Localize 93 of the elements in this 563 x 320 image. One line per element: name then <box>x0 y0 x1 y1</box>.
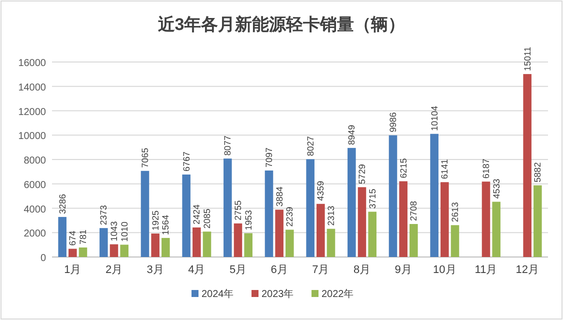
bar <box>348 148 356 257</box>
data-label: 4359 <box>316 180 326 201</box>
data-label: 2373 <box>98 205 109 226</box>
bar <box>58 216 66 257</box>
data-label: 1010 <box>119 222 130 242</box>
bar <box>234 223 242 257</box>
x-tick-label: 5月 <box>229 264 247 276</box>
y-tick-label: 4000 <box>24 204 46 216</box>
y-tick-label: 14000 <box>18 82 46 94</box>
data-label: 7097 <box>264 147 274 168</box>
data-label: 1043 <box>109 221 119 242</box>
bar <box>224 158 232 257</box>
data-label: 2424 <box>192 204 202 224</box>
bar <box>430 134 438 257</box>
data-label: 8027 <box>305 136 316 156</box>
bar <box>410 224 418 257</box>
data-label: 6767 <box>181 151 192 172</box>
bar <box>202 232 212 257</box>
bar <box>182 174 190 257</box>
x-tick-label: 3月 <box>146 264 164 276</box>
data-label: 1925 <box>150 210 160 231</box>
data-label: 4533 <box>491 178 502 199</box>
x-tick-label: 4月 <box>188 264 206 276</box>
bar <box>306 159 314 257</box>
data-label: 6215 <box>398 158 408 178</box>
bar <box>192 227 201 257</box>
data-label: 674 <box>68 230 78 246</box>
data-label: 2755 <box>233 200 243 220</box>
bar <box>482 182 490 257</box>
bar <box>162 238 170 257</box>
x-tick-label: 7月 <box>312 264 330 276</box>
legend-label: 2022年 <box>322 288 354 300</box>
bar <box>100 228 108 257</box>
data-label: 8949 <box>346 124 357 145</box>
bar <box>78 247 88 257</box>
data-label: 9986 <box>388 112 398 132</box>
x-tick-label: 1月 <box>64 264 82 276</box>
y-tick-label: 8000 <box>24 156 46 166</box>
x-tick-label: 10月 <box>433 264 456 276</box>
legend-label: 2024年 <box>202 288 234 300</box>
data-label: 3286 <box>57 194 68 214</box>
data-label: 2239 <box>284 206 295 227</box>
y-tick-label: 12000 <box>18 106 46 118</box>
data-label: 2708 <box>408 200 419 221</box>
bar <box>151 234 160 257</box>
data-label: 2313 <box>326 206 336 226</box>
data-label: 6141 <box>440 159 450 180</box>
bar <box>244 233 252 257</box>
data-label: 1564 <box>160 214 171 235</box>
bar <box>368 212 376 257</box>
y-tick-label: 16000 <box>18 58 46 69</box>
data-label: 8077 <box>222 136 233 156</box>
x-tick-label: 12月 <box>516 264 539 276</box>
x-tick-label: 8月 <box>353 264 371 276</box>
bar <box>140 170 150 257</box>
bar <box>120 244 128 257</box>
bar <box>110 244 118 257</box>
bar <box>326 228 336 257</box>
bar <box>534 185 542 257</box>
bar <box>68 248 77 257</box>
y-tick-label: 0 <box>40 253 46 264</box>
bar <box>388 135 398 257</box>
data-label: 3884 <box>274 186 284 207</box>
bar <box>275 210 284 257</box>
data-label: 5882 <box>532 162 543 182</box>
data-label: 781 <box>78 229 88 244</box>
data-label: 7065 <box>140 148 150 168</box>
bar <box>286 230 294 257</box>
bar <box>399 181 408 257</box>
data-label: 15011 <box>522 46 532 72</box>
bar <box>523 74 532 257</box>
bar <box>440 182 449 257</box>
x-tick-label: 11月 <box>474 264 498 276</box>
data-label: 3715 <box>367 188 378 209</box>
x-tick-label: 9月 <box>394 264 412 276</box>
y-tick-label: 10000 <box>18 131 46 142</box>
bar <box>316 204 325 257</box>
data-label: 10104 <box>429 106 440 131</box>
data-label: 2613 <box>450 202 460 222</box>
bar <box>358 187 366 257</box>
bar <box>492 202 500 257</box>
x-tick-label: 2月 <box>105 264 123 276</box>
legend-label: 2023年 <box>262 288 294 300</box>
bar <box>450 225 460 257</box>
y-tick-label: 6000 <box>24 180 46 191</box>
data-label: 6187 <box>481 158 491 179</box>
data-label: 1953 <box>243 210 254 230</box>
y-tick-label: 2000 <box>24 228 46 240</box>
x-tick-label: 6月 <box>270 264 288 276</box>
data-label: 2085 <box>202 208 212 229</box>
bar <box>264 170 274 257</box>
data-label: 5729 <box>357 164 367 184</box>
chart-title: 近3年各月新能源轻卡销量（辆） <box>156 15 406 34</box>
